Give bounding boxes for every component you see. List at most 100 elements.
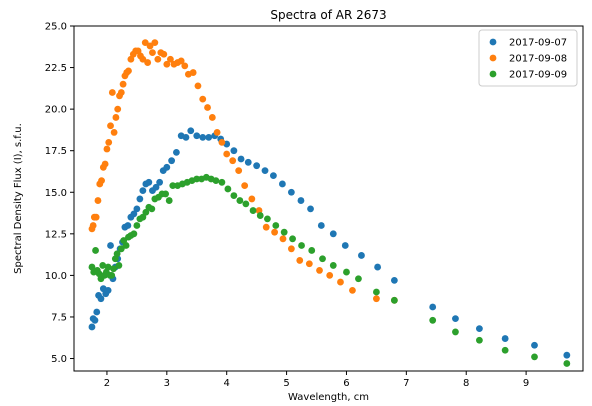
data-point: [262, 223, 270, 231]
data-point: [168, 157, 176, 165]
legend-label: 2017-09-07: [509, 38, 567, 49]
data-point: [136, 195, 144, 203]
data-point: [287, 188, 295, 196]
data-point: [298, 242, 305, 249]
data-point: [114, 105, 122, 113]
data-point: [242, 200, 250, 208]
data-point: [329, 262, 337, 269]
data-point: [139, 187, 147, 195]
data-point: [113, 250, 121, 258]
legend-item: 2017-09-08: [489, 54, 567, 65]
data-point: [89, 222, 97, 229]
data-point: [501, 346, 509, 354]
data-point: [287, 245, 295, 253]
data-point: [93, 308, 101, 316]
data-point: [104, 286, 112, 294]
data-point: [208, 114, 216, 121]
legend-label: 2017-09-08: [509, 54, 567, 65]
data-point: [152, 183, 160, 191]
y-axis-label: Spectral Density Flux (I), s.f.u.: [13, 123, 24, 274]
x-axis-label: Wavelength, cm: [288, 392, 369, 403]
data-point: [241, 182, 249, 190]
data-point: [105, 138, 113, 146]
data-point: [204, 104, 211, 111]
legend-marker: [489, 54, 497, 62]
data-point: [341, 242, 349, 249]
y-ticks: 5.0 7.5 10.0 12.5 15.0 17.5 20.0 22.5 25.0: [45, 22, 74, 365]
data-point: [358, 252, 365, 259]
data-point: [374, 263, 382, 271]
data-point: [223, 150, 231, 158]
data-point: [531, 341, 538, 349]
data-point: [117, 245, 125, 253]
data-point: [156, 178, 164, 186]
data-point: [98, 177, 105, 185]
data-point: [230, 192, 238, 199]
data-point: [193, 132, 201, 140]
y-tick-label: 22.5: [45, 63, 67, 74]
data-point: [141, 39, 149, 47]
data-point: [271, 228, 279, 236]
data-point: [256, 212, 264, 219]
x-tick-label: 5: [283, 378, 289, 389]
data-point: [88, 323, 96, 331]
data-point: [272, 222, 280, 229]
data-point: [278, 180, 286, 188]
data-point: [317, 222, 325, 229]
data-point: [531, 353, 538, 361]
data-point: [235, 167, 243, 175]
data-point: [205, 133, 213, 141]
data-point: [181, 62, 189, 70]
data-point: [236, 197, 244, 204]
y-tick-label: 17.5: [45, 146, 67, 157]
data-point: [390, 296, 398, 304]
data-point: [119, 80, 127, 88]
data-point: [92, 247, 99, 254]
data-point: [169, 182, 177, 190]
y-tick-label: 20.0: [45, 105, 67, 116]
data-point: [305, 260, 313, 268]
data-point: [130, 210, 138, 218]
data-point: [115, 262, 123, 269]
data-point: [144, 59, 152, 66]
data-point: [149, 49, 156, 57]
data-point: [307, 205, 314, 213]
data-point: [99, 262, 107, 269]
data-point: [279, 235, 287, 243]
data-point: [103, 145, 111, 153]
data-point: [429, 303, 437, 311]
legend: 2017-09-07 2017-09-08 2017-09-09: [478, 29, 578, 87]
legend-label: 2017-09-09: [509, 70, 567, 81]
data-point: [264, 215, 271, 223]
data-point: [189, 69, 197, 76]
data-point: [122, 242, 130, 249]
data-point: [249, 207, 257, 214]
data-point: [390, 276, 398, 284]
data-point: [101, 160, 109, 168]
data-point: [244, 158, 252, 166]
data-point: [248, 195, 256, 203]
data-point: [91, 316, 99, 324]
data-point: [110, 129, 118, 136]
data-point: [145, 178, 153, 186]
series-2017-09-09: [88, 173, 571, 367]
data-point: [108, 89, 116, 96]
x-tick-label: 9: [523, 378, 529, 389]
x-tick-label: 6: [343, 378, 349, 389]
data-point: [133, 205, 141, 213]
data-point: [133, 222, 141, 229]
data-point: [373, 295, 380, 303]
legend-marker: [489, 70, 497, 78]
data-point: [163, 163, 171, 171]
data-point: [337, 278, 344, 286]
plot-frame: [73, 25, 584, 372]
data-point: [476, 336, 483, 344]
y-tick-label: 7.5: [51, 312, 67, 323]
data-point: [289, 235, 296, 243]
data-point: [187, 127, 195, 135]
data-point: [167, 55, 174, 63]
data-point: [452, 315, 459, 323]
data-point: [92, 213, 100, 221]
data-point: [563, 360, 571, 367]
data-point: [212, 177, 220, 185]
